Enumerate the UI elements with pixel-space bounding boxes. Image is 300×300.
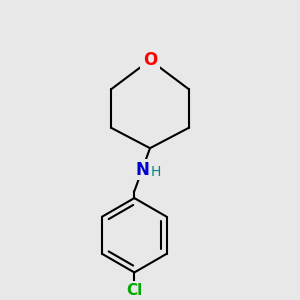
Text: Cl: Cl xyxy=(126,283,142,298)
Text: O: O xyxy=(143,51,157,69)
Text: H: H xyxy=(151,165,161,179)
Text: N: N xyxy=(135,161,149,179)
